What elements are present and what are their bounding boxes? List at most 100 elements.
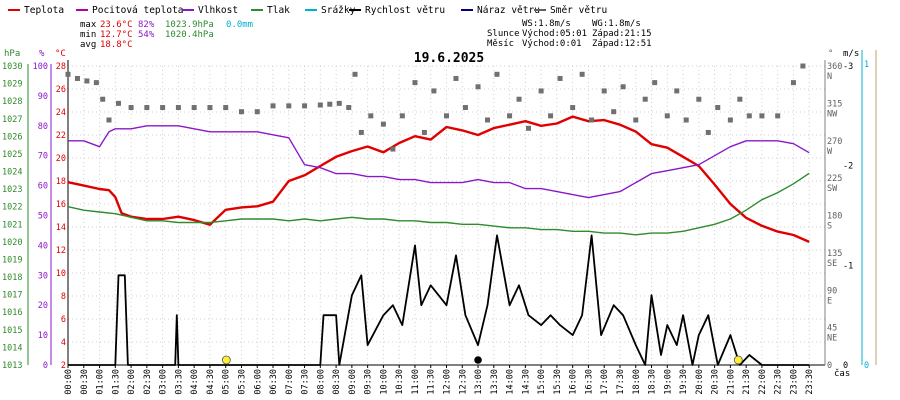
tick-percent: 100: [33, 62, 48, 72]
tick-direction: 90: [827, 286, 837, 296]
tick-direction-label: W: [827, 147, 833, 157]
x-tick-label: 12:30: [458, 369, 468, 395]
series-point-sm-r-v-tru: [444, 113, 449, 119]
tick-speed: 0: [843, 361, 848, 371]
series-point-sm-r-v-tru: [223, 105, 229, 111]
x-tick-label: 15:00: [537, 369, 547, 395]
series-point-sm-r-v-tru: [674, 88, 680, 94]
series-point-sm-r-v-tru: [390, 146, 396, 152]
series-point-sm-r-v-tru: [507, 113, 513, 119]
tick-direction: 45: [827, 324, 837, 334]
x-tick-label: 17:00: [600, 369, 610, 395]
x-tick-label: 05:00: [222, 369, 232, 395]
tick-percent: 50: [38, 212, 48, 222]
tick-hpa: 1029: [2, 80, 22, 90]
x-tick-label: 00:30: [80, 369, 90, 395]
x-tick-label: 04:00: [190, 369, 200, 395]
series-point-sm-r-v-tru: [286, 103, 292, 109]
x-tick-label: 07:00: [285, 369, 295, 395]
series-point-sm-r-v-tru: [526, 125, 532, 131]
tick-percent: 20: [38, 301, 48, 311]
sunrise-icon: [221, 355, 231, 365]
tick-celsius: 4: [61, 338, 66, 348]
moon-icon: [474, 356, 482, 364]
series-layer: [65, 63, 810, 366]
legend-label-temp: Teplota: [24, 5, 64, 16]
x-tick-label: 15:30: [553, 369, 563, 395]
series-point-sm-r-v-tru: [494, 71, 500, 77]
x-tick-label: 23:00: [789, 369, 799, 395]
stats-press-max: 1023.9hPa: [165, 20, 214, 30]
x-tick-label: 20:00: [695, 369, 705, 395]
tick-percent: 90: [38, 92, 48, 102]
tick-hpa: 1026: [2, 132, 22, 142]
x-tick-label: 10:00: [379, 369, 389, 395]
x-tick-label: 11:00: [411, 369, 421, 395]
x-tick-label: 05:30: [237, 369, 247, 395]
x-tick-label: 03:00: [159, 369, 169, 395]
stats-temp-max: 23.6°C: [100, 20, 133, 30]
legend-label-dir: Směr větru: [550, 5, 607, 16]
x-tick-label: 08:00: [316, 369, 326, 395]
series-line-vlhkost: [68, 125, 810, 199]
stats-temp-min: 12.7°C: [100, 30, 133, 40]
x-tick-label: 06:30: [269, 369, 279, 395]
tick-celsius: 26: [56, 85, 66, 95]
series-point-sm-r-v-tru: [800, 63, 806, 69]
x-tick-label: 22:30: [774, 369, 784, 395]
series-point-sm-r-v-tru: [368, 113, 374, 119]
series-point-sm-r-v-tru: [144, 105, 150, 111]
series-point-sm-r-v-tru: [683, 117, 689, 123]
x-tick-label: 22:00: [758, 369, 768, 395]
tick-hpa: 1030: [2, 62, 22, 72]
tick-hpa: 1018: [2, 273, 22, 283]
tick-direction: 180: [827, 212, 842, 222]
x-tick-label: 16:00: [569, 369, 579, 395]
axes: hPa% °C1013101410151016101710181019102010…: [2, 49, 877, 395]
x-tick-label: 02:30: [143, 369, 153, 395]
x-tick-label: 11:30: [427, 369, 437, 395]
series-point-sm-r-v-tru: [74, 75, 80, 81]
tick-direction-label: SE: [827, 259, 837, 269]
stats-label-min: min: [80, 30, 96, 40]
series-point-sm-r-v-tru: [746, 113, 752, 119]
series-point-sm-r-v-tru: [100, 96, 106, 102]
series-point-sm-r-v-tru: [759, 113, 765, 119]
axis-unit-hpa: hPa: [4, 49, 20, 59]
tick-hpa: 1023: [2, 185, 22, 195]
x-tick-label: 03:30: [174, 369, 184, 395]
tick-hpa: 1014: [2, 343, 22, 353]
series-point-sm-r-v-tru: [93, 80, 99, 86]
astro-sun-set: Západ:21:15: [592, 29, 652, 39]
series-point-sm-r-v-tru: [191, 105, 197, 111]
tick-direction: 270: [827, 137, 842, 147]
x-tick-label: 00:00: [64, 369, 74, 395]
tick-hpa: 1016: [2, 308, 22, 318]
series-point-sm-r-v-tru: [346, 105, 352, 111]
series-point-sm-r-v-tru: [175, 105, 181, 111]
tick-hpa: 1027: [2, 115, 22, 125]
legend: Teplota Pocitová teplota Vlhkost Tlak Srážky…: [8, 5, 607, 16]
astro-ws: WS:1.8m/s: [522, 19, 571, 29]
stats-panel: max 23.6°C 82% 1023.9hPa 0.0mm min 12.7°C 54% 10…: [80, 20, 253, 50]
legend-label-press: Tlak: [267, 5, 290, 16]
series-point-sm-r-v-tru: [84, 78, 90, 84]
x-tick-label: 08:30: [332, 369, 342, 395]
axis-unit-percent: %: [39, 49, 45, 59]
axis-unit-direction: °: [828, 49, 833, 59]
series-point-sm-r-v-tru: [421, 129, 427, 135]
series-point-sm-r-v-tru: [128, 105, 134, 111]
x-tick-label: 14:30: [521, 369, 531, 395]
series-point-sm-r-v-tru: [579, 71, 585, 77]
series-point-sm-r-v-tru: [705, 129, 711, 135]
tick-speed: -2: [843, 162, 853, 172]
series-point-sm-r-v-tru: [601, 88, 607, 94]
series-point-sm-r-v-tru: [358, 129, 364, 135]
x-tick-label: 07:30: [301, 369, 311, 395]
series-point-sm-r-v-tru: [160, 105, 166, 111]
tick-hpa: 1017: [2, 291, 22, 301]
series-point-sm-r-v-tru: [589, 117, 595, 123]
series-point-sm-r-v-tru: [611, 109, 617, 115]
stats-temp-avg: 18.8°C: [100, 40, 133, 50]
